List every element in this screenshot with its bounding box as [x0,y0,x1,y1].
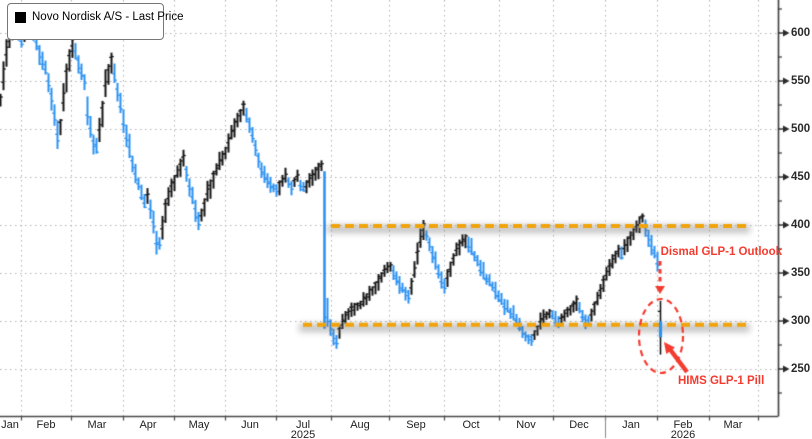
y-axis-label: 350 [791,266,811,279]
x-axis-label: Dec [569,419,589,431]
annotation-hims-pill: HIMS GLP-1 Pill [678,375,765,387]
annotation-dismal-outlook: Dismal GLP-1 Outlook [660,246,782,258]
x-axis-label: Apr [139,419,157,431]
x-axis-label: Nov [516,419,536,431]
x-axis-label: Mar [723,419,743,431]
y-axis-label: 300 [791,314,811,327]
x-axis-label: May [188,419,210,431]
x-axis-label: Jun [241,419,259,431]
y-axis-label: 450 [791,170,811,183]
x-axis-label: Oct [462,419,480,431]
x-axis-label: Jul [295,419,311,431]
y-axis-label: 500 [791,122,811,135]
x-axis-label: Mar [87,419,107,431]
y-axis-label: 550 [791,74,811,87]
x-axis-label: Jan [622,419,640,431]
x-axis-year-label: 2025 [290,429,316,439]
series-legend-label: Novo Nordisk A/S - Last Price [32,11,184,23]
series-swatch-icon [15,12,26,23]
x-axis-year-label: 2026 [670,429,696,439]
y-axis-label: 600 [791,26,811,39]
x-axis-label: Feb [673,419,693,431]
x-axis-label: Feb [36,419,56,431]
x-axis-label: Aug [350,419,370,431]
legend-box: Novo Nordisk A/S - Last Price [7,3,183,40]
x-axis-label: Jan [1,419,19,431]
x-axis-label: Sep [406,419,426,431]
y-axis-label: 400 [791,218,811,231]
y-axis-label: 250 [791,362,811,375]
